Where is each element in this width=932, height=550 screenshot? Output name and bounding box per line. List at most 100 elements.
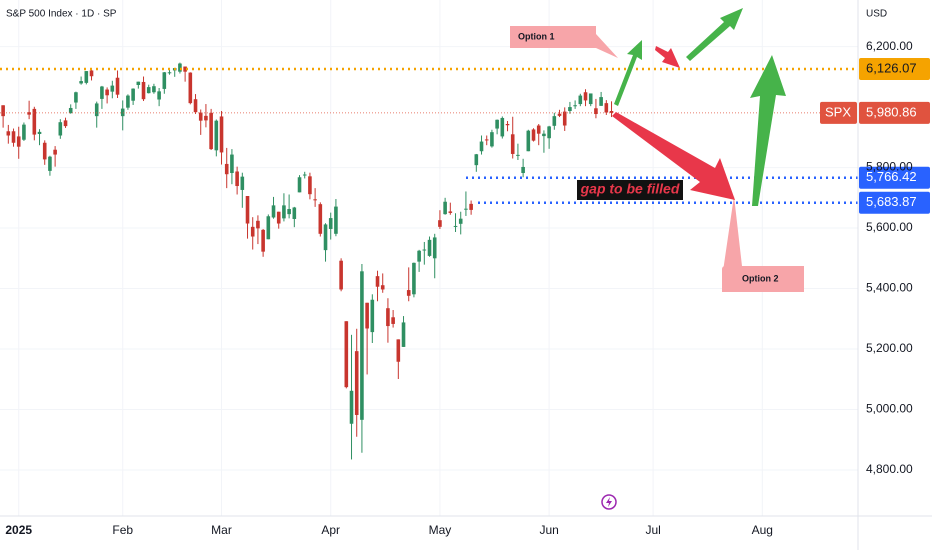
candle-body: [547, 126, 551, 139]
candle-body: [334, 206, 338, 234]
candle-body: [562, 111, 567, 126]
y-tick-label: 5,400.00: [866, 281, 913, 295]
candle-body: [37, 131, 42, 134]
candle-body: [490, 132, 494, 147]
candle-body: [464, 208, 468, 210]
candle-body: [313, 199, 317, 201]
candle-body: [271, 205, 276, 218]
candle-body: [63, 120, 68, 127]
candle-body: [74, 92, 78, 103]
last-price-label: 5,980.86: [866, 104, 917, 119]
candle-body: [198, 112, 203, 121]
grid: [0, 0, 858, 516]
candle-body: [432, 237, 437, 259]
axis: 4,800.00 5,000.00 5,200.00 5,400.00 5,600.00…: [5, 39, 913, 537]
candle-body: [219, 116, 224, 153]
candle-body: [516, 154, 520, 156]
candle-body: [157, 91, 161, 100]
candle-body: [146, 87, 151, 94]
candle-body: [552, 116, 557, 126]
candle-body: [542, 133, 546, 137]
candle-body: [256, 220, 260, 229]
candle-body: [1, 105, 5, 117]
arrow-down: [612, 112, 735, 200]
candle-body: [276, 211, 281, 224]
candle-body: [604, 103, 609, 113]
candle-body: [100, 86, 104, 99]
candle-body: [240, 176, 245, 190]
candle-body: [422, 249, 427, 251]
candle-body: [22, 124, 26, 140]
option2-label: Option 2: [742, 273, 779, 283]
level-label: 6,126.07: [866, 60, 917, 75]
candle-body: [141, 81, 146, 100]
candle-body: [58, 122, 63, 136]
x-tick-label: May: [429, 523, 452, 537]
candle-body: [209, 112, 213, 150]
candle-body: [573, 105, 577, 107]
candle-body: [266, 216, 271, 240]
candle-body: [318, 204, 323, 234]
option1-label: Option 1: [518, 31, 555, 41]
candle-body: [115, 77, 120, 95]
candle-body: [588, 93, 593, 105]
candle-body: [328, 218, 333, 229]
candle-body: [495, 119, 499, 129]
candle-body: [214, 120, 219, 151]
candle-body: [349, 390, 354, 424]
candle-body: [11, 131, 16, 143]
candle-body: [396, 339, 401, 362]
x-tick-label: Mar: [211, 523, 232, 537]
candle-body: [32, 108, 37, 135]
candle-body: [16, 136, 21, 147]
y-tick-label: 5,600.00: [866, 220, 913, 234]
candle-body: [375, 276, 380, 287]
candle-body: [479, 141, 484, 152]
candle-body: [152, 86, 156, 93]
candle-body: [53, 149, 57, 155]
x-tick-label: Jul: [645, 523, 660, 537]
candle-body: [568, 107, 572, 112]
candle-body: [526, 130, 531, 152]
candle-body: [167, 72, 172, 74]
level-label: 5,683.87: [866, 194, 917, 209]
candle-body: [594, 108, 598, 115]
y-tick-label: 6,200.00: [866, 39, 913, 53]
y-tick-label: 5,800.00: [866, 160, 913, 174]
event-icon: [601, 494, 617, 510]
candle-body: [235, 171, 239, 187]
candle-body: [292, 207, 297, 219]
event-icon-bolt: [606, 497, 612, 507]
candle-body: [391, 317, 395, 324]
y-tick-label: 5,000.00: [866, 402, 913, 416]
candle-body: [386, 308, 390, 327]
candle-body: [417, 250, 421, 262]
candle-body: [131, 88, 135, 101]
x-tick-label: Feb: [112, 523, 133, 537]
candle-body: [245, 195, 250, 224]
gap-label-box: [577, 180, 683, 200]
candle-body: [401, 322, 406, 347]
candle-body: [500, 117, 505, 137]
candle-body: [204, 115, 208, 121]
level-label-box: [859, 57, 930, 80]
candle-body: [308, 176, 312, 195]
last-price-name: SPX: [825, 104, 851, 119]
candle-body: [224, 163, 229, 175]
candle-body: [6, 131, 11, 136]
candle-body: [136, 81, 141, 85]
candle-body: [438, 220, 442, 227]
candle-body: [344, 321, 349, 388]
candles: [1, 62, 614, 460]
chart-title: S&P 500 Index · 1D · SP: [6, 9, 117, 20]
candle-body: [365, 302, 369, 329]
candle-body: [188, 72, 193, 104]
candle-body: [583, 92, 588, 101]
candle-body: [120, 108, 125, 117]
level-label-box: [859, 166, 930, 189]
candle-body: [484, 139, 489, 141]
candle-body: [323, 224, 328, 251]
candle-body: [84, 71, 89, 83]
last-price-box: [859, 101, 930, 124]
candle-body: [89, 70, 94, 77]
